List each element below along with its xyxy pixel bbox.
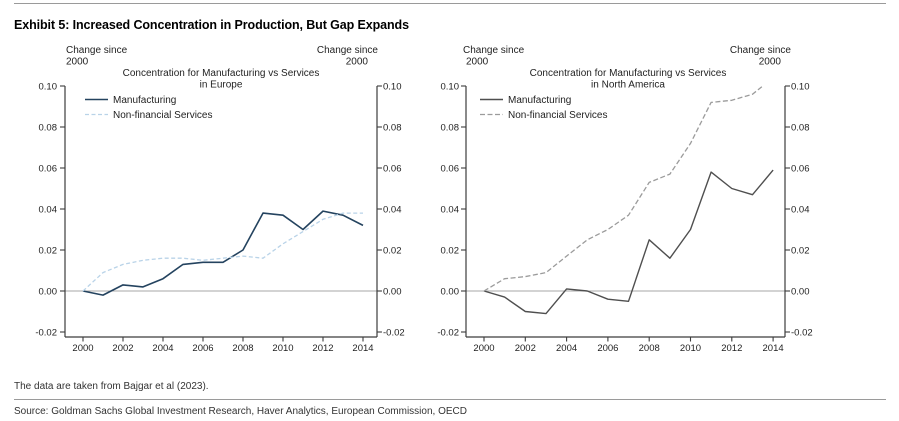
left-axis-caption-line2: 2000 [66, 57, 89, 68]
source-line: Source: Goldman Sachs Global Investment … [14, 406, 467, 417]
series-manufacturing [483, 169, 774, 315]
x-tick-label: 2002 [112, 343, 133, 354]
x-tick-label: 2004 [556, 343, 577, 354]
plot-area-europe: 0.10 0.10 0.08 0.08 0.06 0.06 0.04 0.04 0.02 0.02… [35, 81, 404, 354]
y-tick-label: 0.00 [39, 286, 58, 297]
y-tick-label: 0.00 [383, 286, 402, 297]
y-tick-label: 0.10 [791, 81, 810, 92]
chart-title-line2: in North America [591, 80, 665, 91]
right-axis-caption-line1: Change since [730, 45, 792, 56]
legend-label-services: Non-financial Services [113, 110, 213, 121]
chart-title-line2: in Europe [200, 80, 243, 91]
y-tick-label: 0.02 [791, 245, 810, 256]
x-tick-label: 2010 [272, 343, 293, 354]
x-tick-label: 2006 [597, 343, 618, 354]
series-non-financial-services [483, 85, 764, 292]
x-tick-label: 2000 [473, 343, 494, 354]
y-tick-label: -0.02 [35, 327, 57, 338]
y-tick-label: 0.04 [39, 204, 58, 215]
y-tick-label: 0.10 [39, 81, 58, 92]
chart-title-line1: Concentration for Manufacturing vs Servi… [123, 68, 320, 79]
europe-chart: Change since 2000 Change since 2000 Conc… [35, 45, 404, 354]
legend-label-manufacturing: Manufacturing [508, 95, 571, 106]
left-axis-caption-line1: Change since [66, 45, 128, 56]
chart-title-line1: Concentration for Manufacturing vs Servi… [530, 68, 727, 79]
y-tick-label: 0.10 [441, 81, 460, 92]
y-tick-label: 0.08 [39, 122, 58, 133]
footnote: The data are taken from Bajgar et al (20… [14, 381, 209, 392]
top-divider [14, 3, 886, 4]
x-tick-label: 2012 [312, 343, 333, 354]
y-tick-label: 0.04 [383, 204, 402, 215]
y-tick-label: 0.06 [791, 163, 810, 174]
series-non-financial-services [82, 212, 363, 292]
y-tick-label: 0.06 [383, 163, 402, 174]
y-tick-label: 0.06 [441, 163, 460, 174]
plot-area-north-america: 0.10 0.10 0.08 0.08 0.06 0.06 0.04 0.04 0.02 0.02… [437, 81, 812, 354]
x-tick-label: 2004 [152, 343, 173, 354]
y-tick-label: -0.02 [383, 327, 405, 338]
y-tick-label: 0.08 [791, 122, 810, 133]
exhibit-title: Exhibit 5: Increased Concentration in Pr… [14, 18, 409, 32]
left-axis-caption-line1: Change since [463, 45, 525, 56]
series-manufacturing [82, 210, 364, 296]
y-tick-label: 0.04 [441, 204, 460, 215]
y-tick-label: 0.02 [383, 245, 402, 256]
x-tick-label: 2014 [763, 343, 784, 354]
y-tick-label: 0.02 [39, 245, 58, 256]
right-axis-caption-line2: 2000 [346, 57, 369, 68]
y-tick-label: -0.02 [791, 327, 813, 338]
right-axis-caption-line1: Change since [317, 45, 379, 56]
y-tick-label: 0.08 [441, 122, 460, 133]
y-tick-label: 0.02 [441, 245, 460, 256]
legend-label-services: Non-financial Services [508, 110, 608, 121]
y-tick-label: -0.02 [437, 327, 459, 338]
legend: Manufacturing Non-financial Services [85, 95, 213, 121]
y-tick-label: 0.08 [383, 122, 402, 133]
x-tick-label: 2002 [515, 343, 536, 354]
x-tick-label: 2010 [680, 343, 701, 354]
y-tick-label: 0.10 [383, 81, 402, 92]
y-tick-label: 0.00 [441, 286, 460, 297]
legend: Manufacturing Non-financial Services [480, 95, 608, 121]
left-axis-caption-line2: 2000 [466, 57, 489, 68]
x-tick-label: 2000 [72, 343, 93, 354]
north-america-chart: Change since 2000 Change since 2000 Conc… [437, 45, 812, 354]
legend-label-manufacturing: Manufacturing [113, 95, 176, 106]
source-divider [14, 399, 886, 400]
y-tick-label: 0.06 [39, 163, 58, 174]
y-tick-label: 0.00 [791, 286, 810, 297]
x-tick-label: 2008 [232, 343, 253, 354]
x-tick-label: 2008 [639, 343, 660, 354]
right-axis-caption-line2: 2000 [759, 57, 782, 68]
x-tick-label: 2014 [352, 343, 373, 354]
x-tick-label: 2012 [721, 343, 742, 354]
x-tick-label: 2006 [192, 343, 213, 354]
y-tick-label: 0.04 [791, 204, 810, 215]
